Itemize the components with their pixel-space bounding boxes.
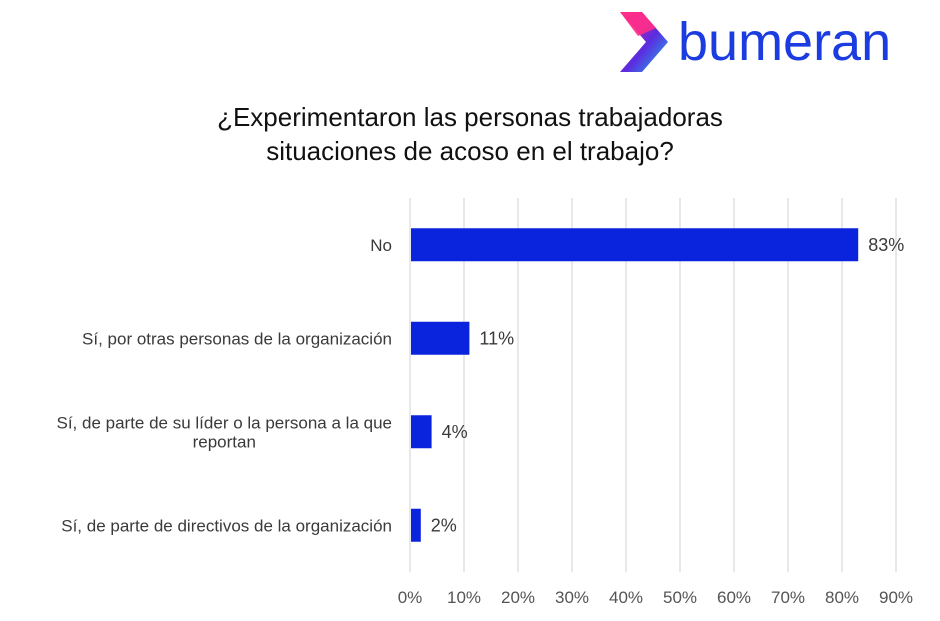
x-tick-label: 60% bbox=[717, 588, 751, 607]
category-label: Sí, de parte de directivos de la organiz… bbox=[61, 516, 392, 535]
boomerang-chevron-icon bbox=[620, 12, 668, 72]
bar bbox=[411, 228, 859, 262]
data-label: 83% bbox=[868, 235, 904, 255]
x-tick-label: 40% bbox=[609, 588, 643, 607]
value-labels: 83% 11% 4% 2% bbox=[431, 235, 904, 536]
category-label-continuation: reportan bbox=[193, 432, 256, 451]
data-label: 4% bbox=[442, 422, 468, 442]
x-tick-label: 80% bbox=[825, 588, 859, 607]
x-tick-label: 50% bbox=[663, 588, 697, 607]
category-label: Sí, por otras personas de la organizació… bbox=[82, 329, 392, 348]
data-label: 11% bbox=[479, 328, 514, 348]
x-tick-label: 90% bbox=[879, 588, 913, 607]
x-tick-label: 70% bbox=[771, 588, 805, 607]
category-labels: No Sí, por otras personas de la organizac… bbox=[56, 236, 392, 536]
bar bbox=[411, 415, 432, 449]
data-label: 2% bbox=[431, 515, 457, 535]
x-tick-label: 0% bbox=[398, 588, 423, 607]
bar bbox=[411, 508, 421, 542]
x-axis-tick-labels: 0% 10% 20% 30% 40% 50% 60% 70% 80% 90% bbox=[398, 588, 913, 607]
bar bbox=[411, 321, 470, 355]
x-tick-label: 30% bbox=[555, 588, 589, 607]
chart-title-line-2: situaciones de acoso en el trabajo? bbox=[266, 136, 674, 166]
category-label: Sí, de parte de su líder o la persona a … bbox=[56, 413, 392, 432]
x-tick-label: 10% bbox=[447, 588, 481, 607]
category-label: No bbox=[370, 236, 392, 255]
x-tick-label: 20% bbox=[501, 588, 535, 607]
bars bbox=[411, 228, 859, 542]
chart-title: ¿Experimentaron las personas trabajadora… bbox=[0, 100, 940, 168]
chart-title-line-1: ¿Experimentaron las personas trabajadora… bbox=[217, 102, 723, 132]
brand-name: bumeran bbox=[678, 12, 891, 72]
bumeran-logo: bumeran bbox=[620, 12, 891, 72]
